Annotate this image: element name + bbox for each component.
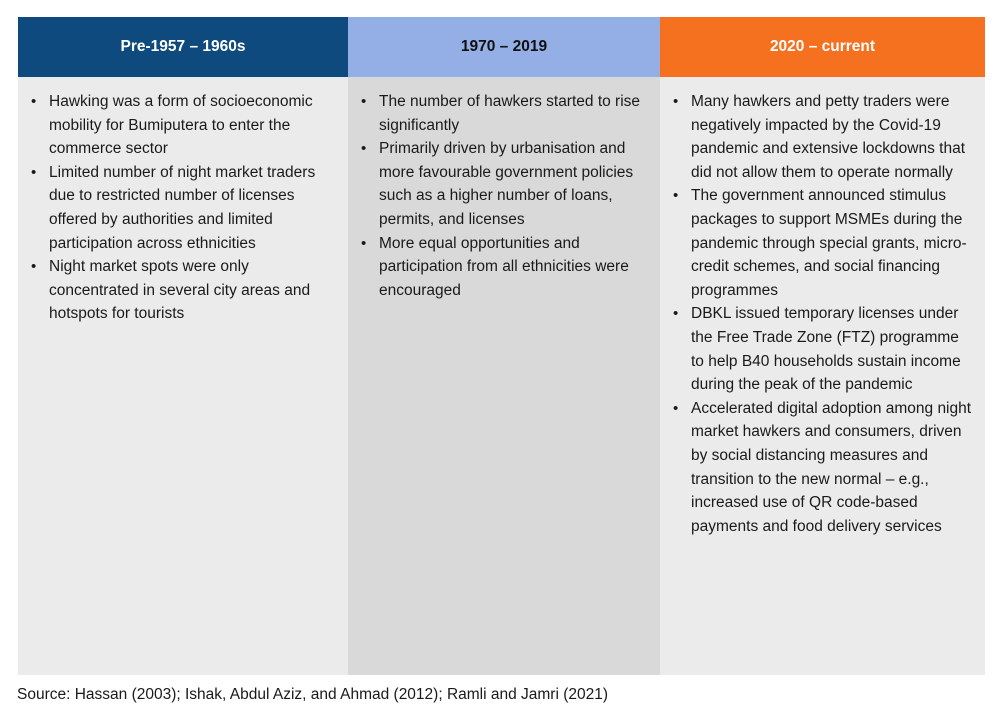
column-body: The number of hawkers started to rise si… [348, 77, 660, 675]
timeline-table: Pre-1957 – 1960s Hawking was a form of s… [18, 17, 985, 675]
bullet-list: The number of hawkers started to rise si… [358, 90, 648, 302]
bullet-item: DBKL issued temporary licenses under the… [670, 302, 973, 396]
bullet-item: Night market spots were only concentrate… [28, 255, 336, 326]
column-header: Pre-1957 – 1960s [18, 17, 348, 77]
bullet-item: Accelerated digital adoption among night… [670, 397, 973, 539]
bullet-item: The number of hawkers started to rise si… [358, 90, 648, 137]
bullet-item: Many hawkers and petty traders were nega… [670, 90, 973, 184]
bullet-item: The government announced stimulus packag… [670, 184, 973, 302]
period-column-1970-2019: 1970 – 2019 The number of hawkers starte… [348, 17, 660, 675]
bullet-list: Hawking was a form of socioeconomic mobi… [28, 90, 336, 326]
bullet-item: Primarily driven by urbanisation and mor… [358, 137, 648, 231]
bullet-item: Limited number of night market traders d… [28, 161, 336, 255]
period-column-pre-1957: Pre-1957 – 1960s Hawking was a form of s… [18, 17, 348, 675]
column-body: Hawking was a form of socioeconomic mobi… [18, 77, 348, 675]
period-column-2020-current: 2020 – current Many hawkers and petty tr… [660, 17, 985, 675]
bullet-item: Hawking was a form of socioeconomic mobi… [28, 90, 336, 161]
column-header: 1970 – 2019 [348, 17, 660, 77]
source-note: Source: Hassan (2003); Ishak, Abdul Aziz… [17, 686, 609, 703]
column-body: Many hawkers and petty traders were nega… [660, 77, 985, 675]
column-header: 2020 – current [660, 17, 985, 77]
bullet-list: Many hawkers and petty traders were nega… [670, 90, 973, 538]
bullet-item: More equal opportunities and participati… [358, 232, 648, 303]
